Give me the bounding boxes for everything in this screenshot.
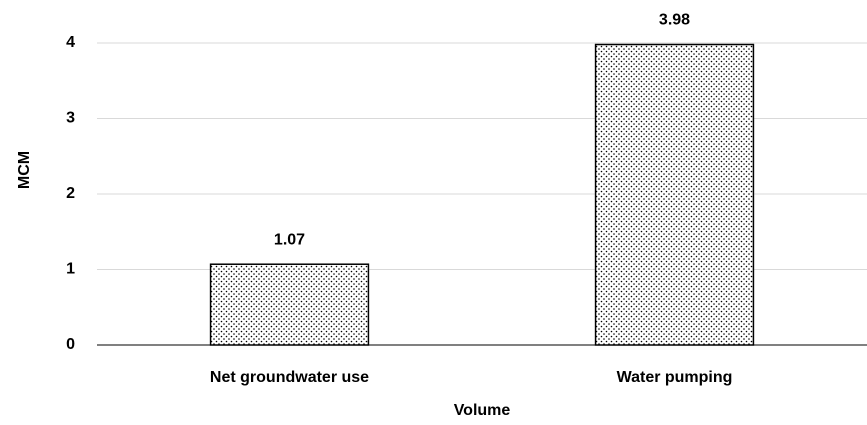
bar bbox=[594, 43, 755, 346]
bar bbox=[209, 263, 370, 346]
y-axis-label: MCM bbox=[16, 151, 33, 189]
y-tick-label: 0 bbox=[66, 336, 75, 353]
data-label: 1.07 bbox=[274, 231, 305, 248]
y-tick-label: 2 bbox=[66, 185, 75, 202]
y-tick-label: 4 bbox=[66, 34, 75, 51]
x-axis-label: Volume bbox=[454, 402, 511, 419]
data-label: 3.98 bbox=[659, 12, 690, 29]
x-tick-label: Water pumping bbox=[617, 369, 733, 386]
y-tick-label: 3 bbox=[66, 110, 75, 127]
y-tick-label: 1 bbox=[66, 261, 75, 278]
x-tick-label: Net groundwater use bbox=[210, 369, 369, 386]
